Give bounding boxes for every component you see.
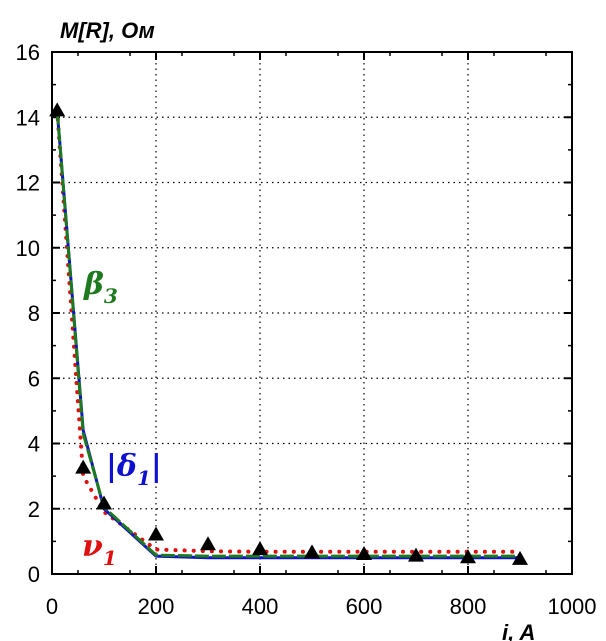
y-tick-label: 6 <box>28 366 40 391</box>
axis-ticks: 0 200 400 600 800 1000 0 2 4 6 8 10 12 14 16 <box>16 40 597 619</box>
y-tick-label: 12 <box>16 171 40 196</box>
y-tick-label: 2 <box>28 497 40 522</box>
y-tick-label: 14 <box>16 105 40 130</box>
y-tick-label: 10 <box>16 236 40 261</box>
triangle-marker <box>512 550 528 565</box>
y-tick-label: 16 <box>16 40 40 65</box>
series-label: |δ1| <box>106 449 162 490</box>
series-nu1-line <box>55 108 522 554</box>
data-markers <box>49 102 528 565</box>
triangle-marker <box>200 536 216 551</box>
x-tick-label: 200 <box>138 594 175 619</box>
series-labels: β3 |δ1| ν1 <box>82 267 162 570</box>
series-beta3-line <box>55 110 520 558</box>
x-tick-label: 400 <box>242 594 279 619</box>
triangle-marker <box>304 544 320 559</box>
x-tick-label: 1000 <box>548 594 597 619</box>
triangle-marker <box>252 541 268 556</box>
triangle-marker <box>96 495 112 510</box>
triangle-marker <box>148 526 164 541</box>
y-tick-label: 0 <box>28 562 40 587</box>
triangle-marker <box>408 547 424 562</box>
series-label: β3 <box>83 267 118 308</box>
triangle-marker <box>49 102 66 117</box>
y-tick-label: 8 <box>28 301 40 326</box>
x-tick-label: 0 <box>46 594 58 619</box>
series-layer <box>55 108 522 560</box>
series-label: ν1 <box>82 529 117 570</box>
series-delta1-line <box>55 110 520 560</box>
x-tick-label: 800 <box>450 594 487 619</box>
y-axis-title: M[R], Ом <box>60 18 155 43</box>
y-tick-label: 4 <box>28 432 40 457</box>
x-axis-title: i, A <box>502 620 535 641</box>
triangle-marker <box>460 549 476 564</box>
grid-lines <box>52 52 572 574</box>
x-tick-label: 600 <box>346 594 383 619</box>
triangle-marker <box>356 546 372 561</box>
triangle-marker <box>75 459 92 474</box>
